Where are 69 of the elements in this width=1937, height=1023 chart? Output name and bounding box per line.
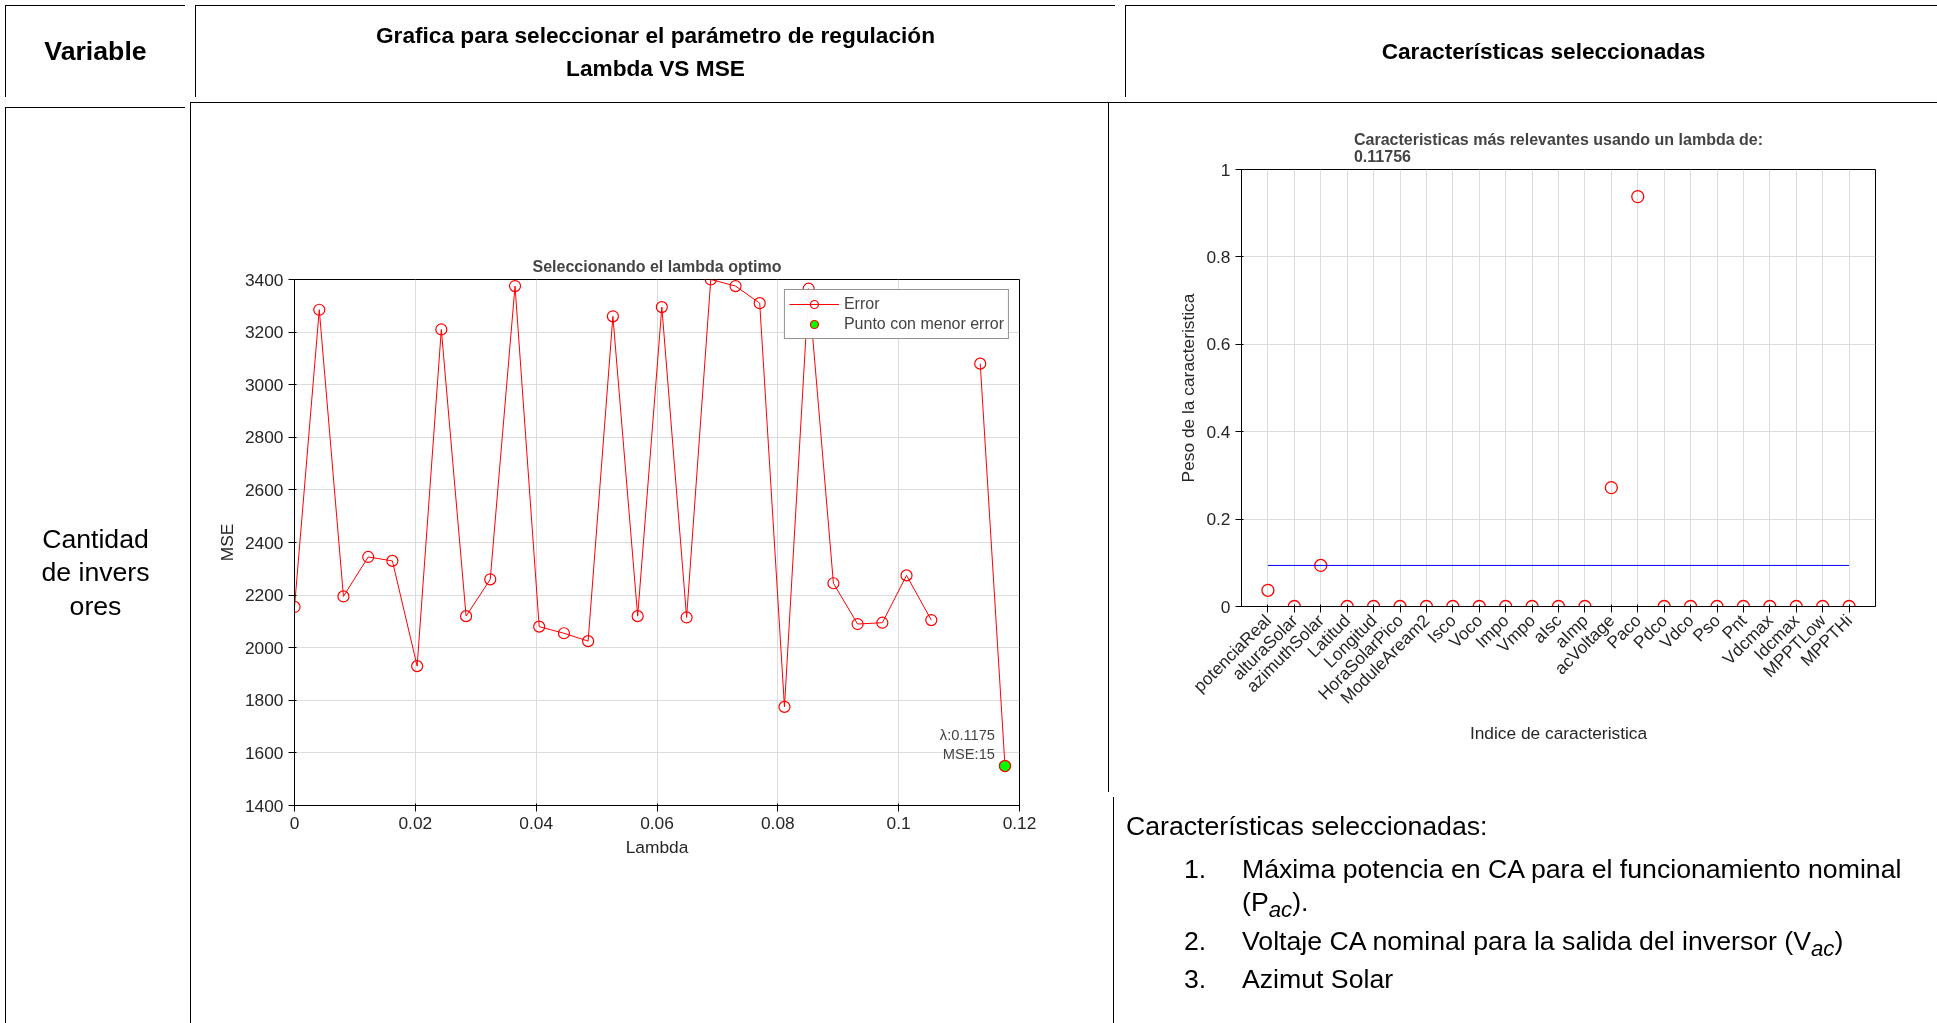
y-tick-label: 1400 [244,795,284,816]
y-tick-label: 1800 [244,690,284,711]
annotation: λ:0.1175 MSE:15 [939,726,996,763]
x-tick-label: 0.08 [760,812,795,833]
y-tick-label: 0.6 [1206,334,1231,355]
text: 2. [1184,924,1208,958]
point [974,357,987,370]
text: Máxima potencia en CA para el funcionamiento nominal (P$_{ac}$). [1242,853,1903,925]
point [484,573,497,586]
legend-label: Error [843,295,880,313]
x-tick-label: 0.02 [398,812,433,833]
point [557,627,571,640]
y-tick-label: 0.8 [1206,246,1231,267]
text: 3. [1184,962,1208,996]
point [582,635,595,648]
point [508,279,522,293]
point [606,310,619,323]
point [851,617,864,631]
point [655,301,668,314]
point [631,610,644,623]
text: Variable [44,35,147,69]
chart-title: Caracteristicas más relevantes usando un lambda de: 0.11756 [1353,130,1764,165]
point [900,569,913,582]
legend-label: Punto con menor error [843,315,1004,333]
y-tick-label: 2000 [244,637,284,658]
point [827,577,840,590]
y-tick-label: 2200 [244,585,284,606]
x-tick-label: 0 [289,812,300,833]
point [533,620,546,633]
x-axis-title: Indice de caracteristica [1469,722,1648,743]
text: Azimut Solar [1242,962,1394,996]
point [729,279,742,293]
y-tick-label: 2400 [244,532,284,553]
point [925,614,938,627]
y-tick-label: 3200 [244,322,284,343]
y-tick-label: 0.2 [1206,509,1231,530]
point [411,660,424,673]
text: Características seleccionadas [1381,37,1706,67]
text: Cantidad de inversores [40,523,151,623]
text: 1. [1184,853,1208,887]
point [680,611,693,624]
point [753,297,766,310]
y-tick-label: 1 [1220,159,1231,180]
point [435,323,448,336]
y-tick-label: 2800 [244,427,284,448]
text: Voltaje CA nominal para la salida del inversor (V$_{ac}$) [1242,924,1844,963]
y-tick-label: 3000 [244,374,284,395]
y-tick-label: 0 [1220,596,1231,617]
point [778,700,791,713]
y-tick-label: 3400 [244,269,284,290]
text: Grafica para seleccionar el parámetro de regulación Lambda VS MSE [375,21,936,83]
y-axis-title: Peso de la caracteristica [1178,293,1199,483]
point [386,554,399,567]
y-tick-label: 0.4 [1206,421,1231,442]
point [876,616,889,629]
x-tick-label: 0.04 [519,812,554,833]
point [313,303,326,316]
x-tick-label: 0.06 [640,812,674,833]
y-tick-label: 2600 [244,479,284,500]
y-tick-label: 1600 [244,742,284,763]
text: Características seleccionadas: [1126,810,1489,843]
x-tick-label: 0.12 [1002,812,1037,833]
y-axis-title: MSE [216,523,237,562]
point [337,590,350,603]
chart-title: Seleccionando el lambda optimo [532,257,782,275]
point [459,610,473,623]
x-tick-label: 0.1 [886,812,911,833]
point [362,550,375,564]
x-axis-title: Lambda [625,836,689,857]
